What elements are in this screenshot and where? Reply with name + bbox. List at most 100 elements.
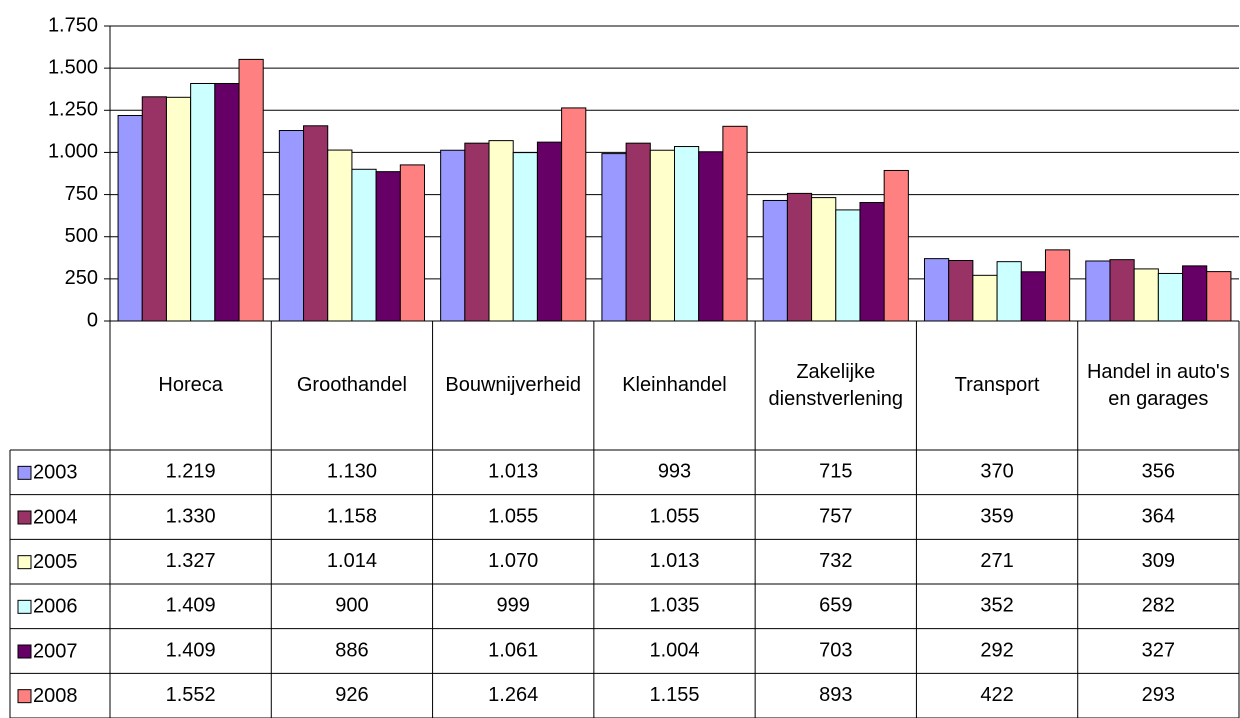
- y-tick-label: 1.750: [48, 14, 98, 36]
- bar: [996, 261, 1022, 322]
- data-label: 1.055: [649, 505, 699, 527]
- data-label: 1.552: [166, 684, 216, 706]
- x-tick-label: Bouwnijverheid: [445, 374, 582, 396]
- data-label: 1.013: [488, 461, 538, 483]
- data-label: 271: [980, 550, 1013, 572]
- x-tick-label: Transport: [954, 374, 1040, 396]
- bar: [375, 171, 401, 322]
- legend-swatch: [17, 599, 32, 614]
- bar: [722, 125, 748, 322]
- data-label: 1.055: [488, 505, 538, 527]
- data-label: 1.013: [649, 550, 699, 572]
- legend-swatch: [17, 689, 32, 704]
- category-cell: Handel in auto's en garages: [1086, 360, 1230, 410]
- bar: [278, 130, 305, 322]
- category-cell: Zakelijke dienstverlening: [769, 361, 904, 410]
- x-tick-label: Kleinhandel: [622, 374, 727, 396]
- bar: [948, 259, 974, 322]
- data-label: 1.070: [488, 550, 538, 572]
- bar: [835, 209, 861, 322]
- data-label: 1.004: [649, 639, 699, 661]
- y-tick-label: 1.250: [48, 99, 98, 121]
- x-tick-label: Groothandel: [296, 374, 407, 396]
- bar: [625, 142, 651, 322]
- category-cell: Bouwnijverheid: [445, 374, 582, 396]
- legend-label: 2007: [33, 640, 78, 662]
- data-label: 757: [819, 505, 852, 527]
- y-tick-label: 0: [87, 309, 98, 331]
- bar: [859, 201, 885, 322]
- data-label: 1.409: [166, 595, 216, 617]
- bar: [190, 82, 216, 322]
- data-label: 327: [1142, 639, 1175, 661]
- data-label: 1.330: [166, 505, 216, 527]
- category-cell: Horeca: [158, 374, 222, 396]
- data-label: 1.130: [327, 461, 377, 483]
- data-label: 659: [819, 595, 852, 617]
- data-label: 926: [335, 684, 368, 706]
- bar: [351, 168, 377, 322]
- data-label: 370: [980, 461, 1013, 483]
- data-label: 1.155: [649, 684, 699, 706]
- data-label: 1.219: [166, 461, 216, 483]
- data-label: 1.264: [488, 684, 538, 706]
- bar: [674, 146, 700, 322]
- data-label: 352: [980, 595, 1013, 617]
- data-label: 1.409: [166, 639, 216, 661]
- bar: [1109, 259, 1135, 322]
- bar: [1157, 272, 1184, 322]
- data-label: 900: [335, 595, 368, 617]
- bar: [117, 115, 143, 322]
- data-label: 364: [1142, 505, 1175, 527]
- data-label: 732: [819, 550, 852, 572]
- bar: [1020, 271, 1046, 322]
- bar: [238, 58, 264, 322]
- data-label: 356: [1142, 461, 1175, 483]
- data-label: 999: [497, 595, 530, 617]
- bar: [512, 152, 538, 322]
- y-tick-label: 500: [65, 225, 98, 247]
- bar: [464, 142, 490, 322]
- category-cell: Kleinhandel: [622, 374, 727, 396]
- data-label: 703: [819, 639, 852, 661]
- bar: [1182, 265, 1208, 322]
- data-label: 1.327: [166, 550, 216, 572]
- legend-label: 2006: [33, 596, 78, 618]
- bar: [440, 149, 466, 322]
- data-label: 309: [1142, 550, 1175, 572]
- bar: [786, 192, 813, 322]
- y-tick-label: 750: [65, 183, 98, 205]
- bar: [649, 149, 675, 322]
- bar: [214, 82, 240, 322]
- bar: [488, 140, 514, 322]
- legend-label: 2004: [33, 506, 78, 528]
- bar: [399, 164, 426, 322]
- y-tick-label: 1.000: [48, 141, 98, 163]
- bar: [1044, 249, 1071, 322]
- data-label: 422: [980, 684, 1013, 706]
- bar: [601, 153, 627, 322]
- x-tick-label: Handel in auto's en garages: [1086, 360, 1230, 410]
- bar: [327, 149, 353, 322]
- legend-label: 2003: [33, 462, 78, 484]
- legend-label: 2008: [33, 685, 78, 707]
- data-label: 893: [819, 684, 852, 706]
- bar: [165, 96, 192, 322]
- category-cell: Groothandel: [296, 374, 407, 396]
- bar: [883, 169, 909, 322]
- data-label: 359: [980, 505, 1013, 527]
- legend-label: 2005: [33, 551, 78, 573]
- bar: [1206, 271, 1232, 322]
- legend-swatch: [17, 644, 32, 659]
- bar: [303, 125, 329, 322]
- bar: [811, 197, 837, 322]
- bar: [698, 151, 724, 322]
- bar: [972, 274, 998, 322]
- bar: [923, 258, 950, 322]
- data-label: 293: [1142, 684, 1175, 706]
- data-label: 292: [980, 639, 1013, 661]
- bar: [1085, 260, 1111, 322]
- legend-swatch: [17, 510, 32, 525]
- bar: [561, 107, 587, 322]
